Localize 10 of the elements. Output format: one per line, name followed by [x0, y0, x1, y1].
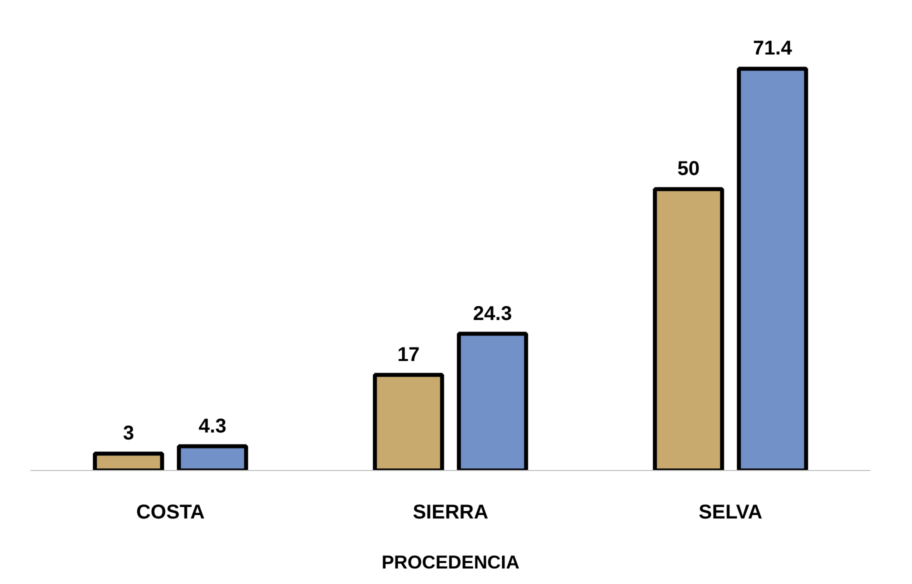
- data-label: 4.3: [198, 415, 226, 438]
- x-axis-title: PROCEDENCIA: [382, 552, 520, 572]
- x-tick-label: SELVA: [698, 502, 762, 524]
- data-label: 3: [122, 422, 134, 445]
- x-tick-label: SIERRA: [412, 502, 488, 524]
- x-tick-label: COSTA: [136, 502, 205, 524]
- data-label: 50: [677, 158, 700, 180]
- data-label: 71.4: [753, 38, 793, 60]
- data-label: 24.3: [473, 302, 512, 325]
- data-label: 17: [397, 344, 420, 366]
